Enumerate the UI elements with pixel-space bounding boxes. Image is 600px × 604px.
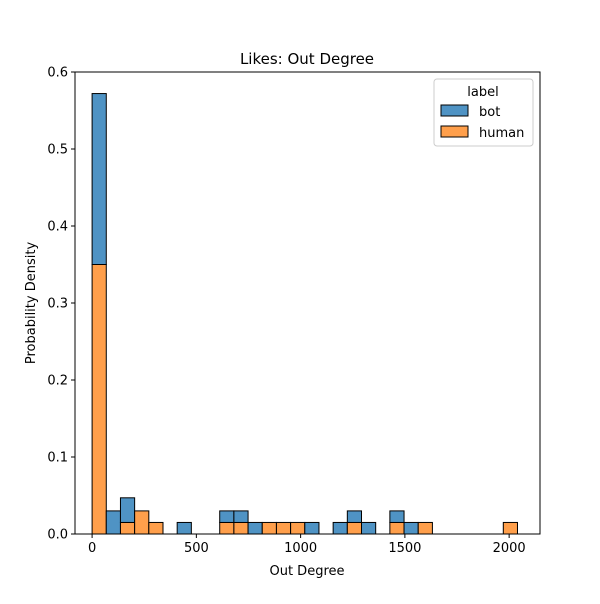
x-tick-label: 500: [184, 541, 209, 556]
y-axis-ticks: 0.0 0.1 0.2 0.3 0.4 0.5 0.6: [47, 66, 75, 543]
x-tick-label: 1000: [284, 541, 317, 556]
bar-bot: [105, 510, 121, 535]
bar-human: [389, 521, 405, 535]
bar-human: [119, 521, 136, 535]
bar-bot: [247, 521, 263, 535]
legend-label-bot: bot: [479, 105, 500, 120]
legend-swatch-human: [440, 125, 469, 138]
y-tick-label: 0.3: [47, 297, 68, 312]
bar-bot: [332, 521, 348, 535]
bar-bot: [346, 510, 363, 523]
legend: label bot human: [433, 78, 534, 147]
y-tick-label: 0.1: [47, 451, 68, 466]
bar-bot: [91, 93, 107, 265]
x-tick-label: 0: [88, 541, 96, 556]
bar-bot: [389, 510, 405, 523]
bar-human: [91, 264, 107, 535]
bar-bot: [403, 521, 419, 535]
x-tick-label: 1500: [388, 541, 421, 556]
bar-human: [290, 521, 306, 535]
bar-human: [346, 521, 363, 535]
bar-human: [261, 521, 277, 535]
bar-human: [233, 521, 249, 535]
bar-bot: [119, 497, 136, 523]
bar-human: [219, 521, 235, 535]
bar-bot: [176, 521, 192, 535]
x-axis-label: Out Degree: [269, 564, 344, 579]
y-tick-label: 0.4: [47, 220, 68, 235]
bar-human: [275, 521, 292, 535]
x-tick-label: 2000: [493, 541, 526, 556]
x-axis-ticks: 0 500 1000 1500 2000: [88, 534, 526, 556]
legend-swatch-bot: [440, 104, 469, 117]
y-tick-label: 0.5: [47, 143, 68, 158]
bar-human: [502, 521, 518, 535]
legend-title: label: [467, 85, 498, 100]
bar-bot: [304, 521, 320, 535]
bars-layer: [91, 93, 518, 535]
chart-title: Likes: Out Degree: [240, 50, 374, 68]
bar-human: [134, 510, 150, 535]
bar-human: [148, 521, 164, 535]
y-tick-label: 0.0: [47, 528, 68, 543]
bar-bot: [233, 510, 249, 523]
bar-bot: [219, 510, 235, 523]
bar-human: [417, 521, 433, 535]
bar-bot: [361, 521, 377, 535]
y-tick-label: 0.2: [47, 374, 68, 389]
legend-label-human: human: [479, 126, 524, 141]
y-axis-label: Probability Density: [24, 242, 39, 365]
y-tick-label: 0.6: [47, 66, 68, 81]
